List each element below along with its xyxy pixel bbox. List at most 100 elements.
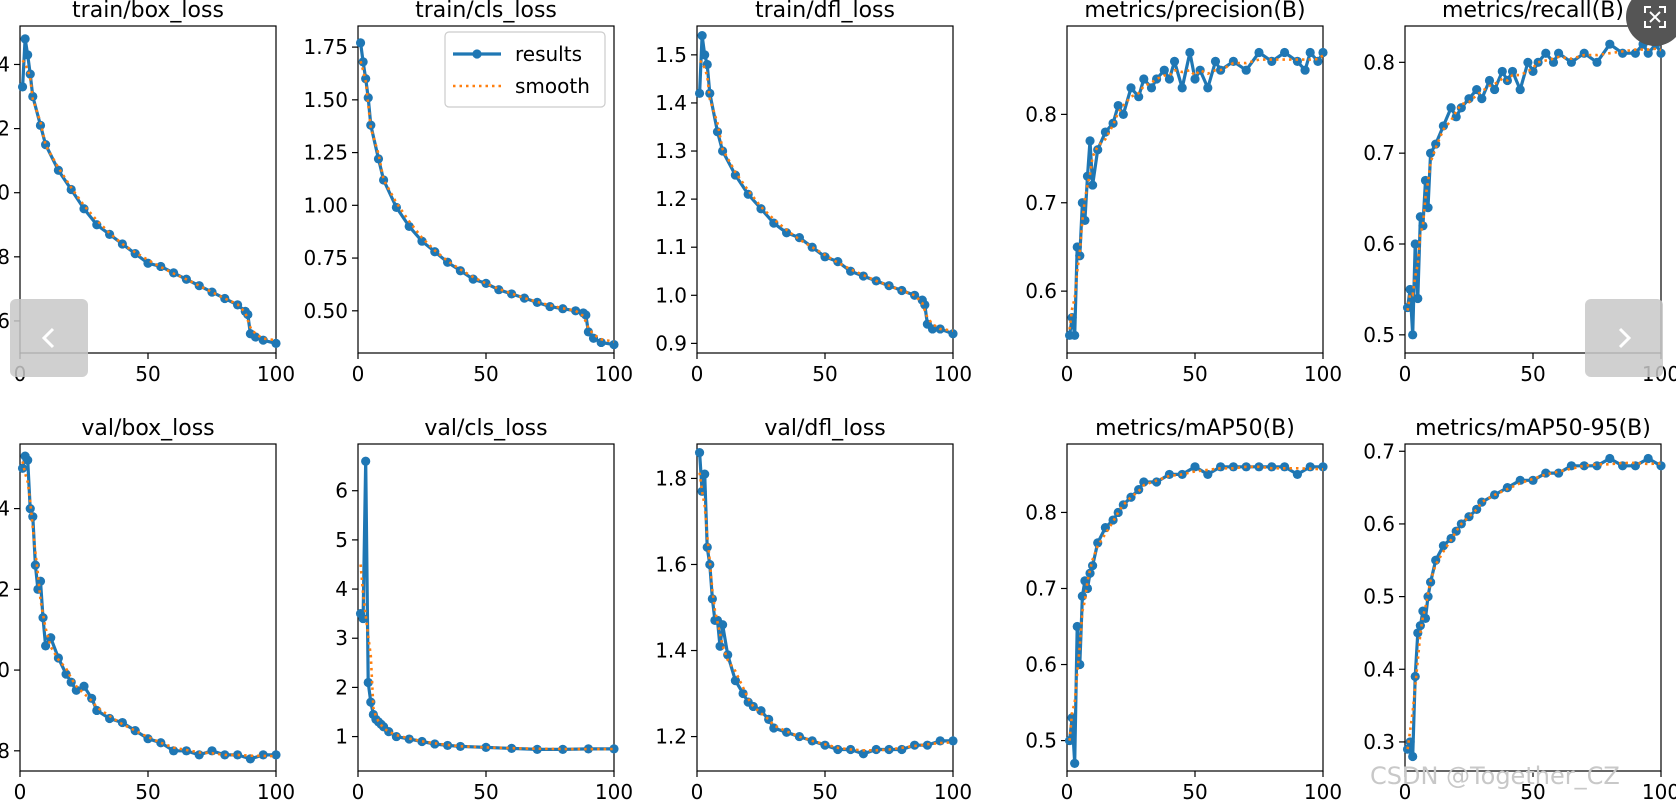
results-point xyxy=(532,744,542,754)
axes-frame xyxy=(357,443,615,772)
y-tick-label: 1.4 xyxy=(655,639,687,663)
results-series-line xyxy=(1406,42,1663,337)
results-point xyxy=(1164,74,1174,84)
results-point xyxy=(1438,121,1448,131)
y-tick-label: 6 xyxy=(335,479,348,503)
y-tick-label: 1.2 xyxy=(0,117,10,141)
subplot-title: metrics/mAP50(B) xyxy=(1095,416,1295,441)
results-point xyxy=(558,744,568,754)
results-point xyxy=(1554,468,1564,478)
y-tick-label: 1.25 xyxy=(303,141,348,165)
smooth-series-line xyxy=(21,59,277,342)
results-point xyxy=(1267,56,1277,66)
results-point xyxy=(1305,462,1315,472)
previous-image-button[interactable] xyxy=(10,299,88,377)
y-tick-label: 1.4 xyxy=(655,91,687,115)
results-point xyxy=(519,293,530,303)
x-tick-label: 0 xyxy=(352,780,365,804)
smooth-series-line xyxy=(359,564,615,751)
y-tick-label: 1.6 xyxy=(655,552,687,576)
y-tick-label: 1.0 xyxy=(0,658,10,682)
results-point xyxy=(1415,212,1425,222)
results-point xyxy=(23,50,33,60)
results-point xyxy=(1592,57,1602,67)
results-point xyxy=(583,327,594,337)
results-point xyxy=(764,714,774,724)
results-point xyxy=(1318,462,1328,472)
legend-results-label: results xyxy=(515,42,582,66)
smooth-series-line xyxy=(1406,47,1662,311)
results-point xyxy=(1177,469,1187,480)
results-point xyxy=(700,50,710,60)
y-tick-label: 1.2 xyxy=(655,725,687,749)
y-tick-label: 0.6 xyxy=(1025,279,1057,303)
results-point xyxy=(1643,48,1653,58)
results-point xyxy=(366,120,376,130)
results-point xyxy=(730,676,741,686)
axes-frame xyxy=(19,443,277,772)
axes-frame xyxy=(1066,443,1324,772)
results-point xyxy=(20,34,30,44)
results-point xyxy=(948,329,958,339)
results-point xyxy=(207,287,217,297)
results-point xyxy=(769,218,779,228)
y-tick-label: 3 xyxy=(335,626,348,650)
results-point xyxy=(820,252,830,262)
axes-frame xyxy=(696,443,954,772)
results-point xyxy=(363,677,373,688)
axes-frame xyxy=(696,25,954,354)
results-series-line xyxy=(698,452,953,756)
results-point xyxy=(455,741,465,752)
y-tick-label: 2 xyxy=(335,675,348,699)
results-point xyxy=(53,165,64,175)
smooth-series-line xyxy=(698,472,954,752)
results-point xyxy=(1484,75,1495,86)
y-tick-label: 1.4 xyxy=(0,52,10,76)
results-point xyxy=(66,677,76,687)
subplot-title: metrics/mAP50-95(B) xyxy=(1415,416,1651,441)
y-tick-label: 0.8 xyxy=(1025,500,1057,524)
results-point xyxy=(609,339,619,350)
results-point xyxy=(1446,103,1456,113)
results-point xyxy=(948,736,958,746)
results-point xyxy=(1426,577,1436,587)
results-point xyxy=(1523,57,1533,67)
results-point xyxy=(25,69,35,79)
results-point xyxy=(1292,56,1302,66)
results-point xyxy=(1497,66,1507,77)
results-point xyxy=(807,242,817,252)
subplot: val/cls_loss 0 50 100 1 2 3 4 5 6 xyxy=(335,416,633,804)
results-point xyxy=(1423,203,1433,213)
y-tick-label: 1.3 xyxy=(655,139,687,163)
smooth-series-line xyxy=(1068,465,1324,741)
results-point xyxy=(1228,462,1238,472)
results-point xyxy=(1420,613,1431,624)
results-point xyxy=(1152,477,1162,487)
results-point xyxy=(481,742,491,752)
results-point xyxy=(1554,48,1564,58)
results-point xyxy=(1280,462,1290,472)
y-tick-label: 0.9 xyxy=(655,331,687,355)
results-point xyxy=(481,278,491,288)
results-point xyxy=(384,727,394,737)
smooth-series-line xyxy=(699,60,954,332)
results-point xyxy=(391,731,401,742)
results-point xyxy=(1313,56,1323,66)
y-tick-label: 0.6 xyxy=(1363,232,1395,256)
results-point xyxy=(1472,504,1482,514)
subplot: metrics/mAP50-95(B) 0 50 100 0.3 0.4 0.5 0.6 0.7 xyxy=(1363,416,1676,804)
results-point xyxy=(1113,507,1123,518)
results-point xyxy=(1210,56,1221,66)
x-tick-label: 50 xyxy=(1182,780,1207,804)
x-tick-label: 50 xyxy=(135,780,160,804)
next-image-button[interactable] xyxy=(1585,299,1663,377)
results-point xyxy=(87,693,97,703)
results-point xyxy=(1203,83,1213,93)
results-point xyxy=(1177,83,1187,93)
y-tick-label: 1.5 xyxy=(655,43,687,67)
results-point xyxy=(1548,57,1559,67)
results-point xyxy=(1579,461,1589,471)
results-point xyxy=(1402,744,1413,754)
